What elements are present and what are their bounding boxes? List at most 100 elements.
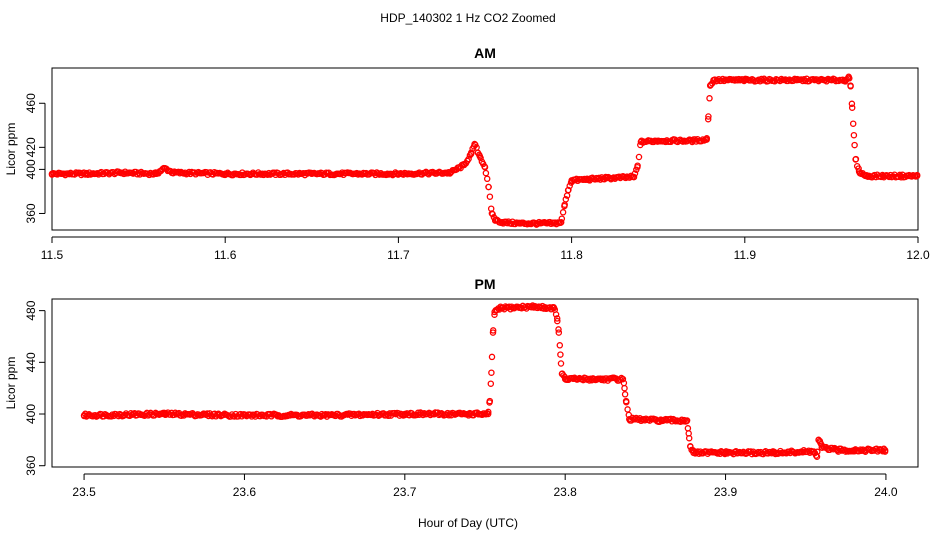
data-point: [488, 369, 495, 376]
data-point: [391, 409, 398, 417]
panel-am: AM Licor ppm 11.5 11.6 11.7 11.8 11.9 12.0 360 40…: [4, 45, 930, 262]
panel-pm: PM Licor ppm 23.5 23.6 23.7 23.8 23.9 24.0 360 40…: [4, 276, 919, 499]
panel-title: AM: [474, 45, 496, 61]
y-tick-label: 360: [24, 455, 38, 475]
data-point: [704, 115, 712, 123]
data-point: [483, 175, 491, 183]
x-tick-label: 23.7: [393, 485, 417, 499]
data-point: [497, 304, 505, 312]
data-point: [741, 76, 749, 84]
data-point: [487, 380, 495, 387]
data-point: [488, 353, 496, 361]
data-point: [631, 170, 639, 177]
data-point: [48, 170, 56, 178]
data-point: [476, 152, 484, 160]
data-point: [482, 169, 490, 177]
figure-title: HDP_140302 1 Hz CO2 Zoomed: [380, 11, 555, 25]
data-point: [491, 308, 498, 316]
data-point: [557, 360, 565, 367]
data-point: [690, 449, 697, 457]
data-point: [485, 408, 492, 416]
data-point: [679, 417, 687, 425]
x-tick-label: 11.7: [387, 248, 410, 262]
data-point: [634, 163, 641, 171]
data-point: [152, 170, 160, 178]
data-point: [585, 176, 593, 183]
data-point: [499, 219, 506, 226]
data-point: [161, 410, 168, 418]
plot-frame: [51, 67, 919, 231]
data-point: [161, 165, 168, 172]
data-point: [850, 446, 858, 454]
data-point: [550, 304, 558, 312]
data-point: [395, 170, 402, 178]
data-point: [169, 169, 177, 176]
data-point: [485, 183, 492, 191]
data-point: [619, 375, 627, 383]
data-point: [705, 113, 712, 120]
data-point: [880, 172, 887, 180]
data-point: [862, 172, 870, 180]
data-point: [488, 210, 496, 217]
data-points: [48, 73, 921, 228]
data-point: [561, 201, 568, 208]
x-tick-label: 23.6: [233, 485, 257, 499]
data-point: [626, 415, 633, 423]
data-point: [484, 410, 492, 418]
data-point: [308, 170, 316, 178]
y-axis-label: Licor ppm: [4, 357, 18, 410]
data-point: [554, 317, 561, 325]
data-point: [658, 417, 665, 424]
plot-frame: [51, 298, 919, 468]
data-points: [80, 302, 889, 460]
data-point: [558, 370, 566, 378]
x-tick-label: 11.6: [214, 248, 237, 262]
data-point: [553, 315, 561, 322]
panels-group: AM Licor ppm 11.5 11.6 11.7 11.8 11.9 12.0 360 40…: [4, 45, 930, 499]
data-point: [703, 136, 710, 143]
data-point: [465, 155, 472, 163]
data-point: [465, 410, 473, 418]
data-point: [851, 141, 858, 149]
x-tick-label: 23.9: [714, 485, 738, 499]
data-point: [897, 172, 904, 180]
data-point: [556, 342, 564, 349]
data-point: [913, 172, 921, 180]
data-point: [221, 170, 229, 178]
data-point: [881, 446, 889, 454]
data-point: [848, 100, 856, 108]
data-point: [834, 446, 842, 454]
y-tick-label: 360: [24, 203, 38, 223]
x-tick-label: 23.5: [72, 485, 96, 499]
data-point: [444, 170, 451, 177]
data-point: [241, 412, 248, 419]
x-tick-label: 23.8: [554, 485, 578, 499]
data-point: [264, 171, 271, 178]
figure-xlabel: Hour of Day (UTC): [418, 516, 518, 530]
x-tick-label: 11.5: [41, 248, 64, 262]
data-point: [492, 216, 499, 224]
data-point: [460, 161, 468, 169]
data-point: [621, 384, 628, 392]
data-point: [555, 326, 562, 333]
data-point: [845, 73, 852, 81]
x-tick-label: 11.8: [560, 248, 583, 262]
data-point: [467, 150, 475, 158]
data-point: [683, 417, 691, 424]
data-point: [401, 410, 409, 418]
data-point: [735, 75, 743, 83]
data-point: [321, 412, 328, 419]
data-point: [529, 303, 537, 311]
y-tick-label: 460: [24, 93, 38, 113]
x-tick-label: 11.9: [734, 248, 757, 262]
data-point: [706, 95, 713, 102]
data-point: [486, 397, 494, 405]
data-point: [828, 76, 835, 84]
panel-title: PM: [475, 276, 496, 292]
data-point: [770, 449, 777, 457]
data-point: [685, 430, 692, 437]
data-point: [624, 406, 631, 413]
data-point: [552, 311, 560, 318]
data-point: [813, 453, 821, 460]
